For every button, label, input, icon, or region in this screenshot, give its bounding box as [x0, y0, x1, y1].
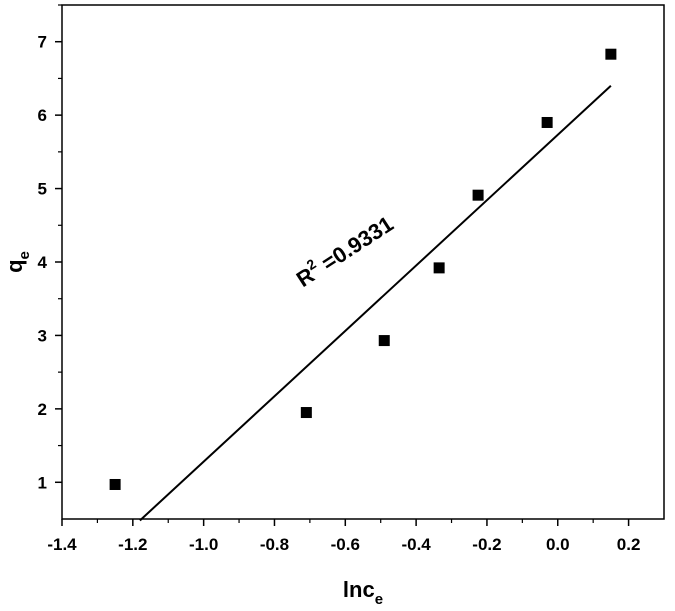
y-axis-title: qe: [2, 251, 33, 273]
x-axis-title: lnce: [343, 577, 383, 608]
y-tick-label: 2: [38, 400, 47, 419]
y-tick-label: 7: [38, 33, 47, 52]
y-tick-label: 1: [38, 473, 47, 492]
x-tick-label: -0.4: [401, 535, 431, 554]
x-tick-label: 0.2: [617, 535, 641, 554]
x-tick-label: -1.2: [118, 535, 147, 554]
data-point: [378, 335, 390, 347]
r-squared-value: =0.9331: [312, 211, 398, 279]
x-tick-label: -0.8: [260, 535, 289, 554]
data-point: [605, 48, 617, 60]
data-point: [109, 478, 121, 490]
y-tick-label: 6: [38, 106, 47, 125]
x-axis-title-main: lnc: [343, 577, 375, 602]
y-tick-label: 5: [38, 180, 47, 199]
x-tick-label: -1.0: [189, 535, 218, 554]
y-axis-title-sub: e: [16, 251, 33, 259]
data-point: [300, 407, 312, 419]
x-tick-label: -0.2: [472, 535, 501, 554]
data-point: [472, 189, 484, 201]
x-tick-label: 0.0: [546, 535, 570, 554]
y-tick-label: 4: [38, 253, 48, 272]
r-squared-annotation: R2 =0.9331: [290, 209, 397, 292]
data-point: [541, 116, 553, 128]
x-axis-title-sub: e: [375, 591, 383, 608]
y-axis-ticks: 1 2 3 4 5 6 7: [38, 4, 62, 492]
y-tick-label: 3: [38, 326, 47, 345]
x-tick-label: -1.4: [47, 535, 77, 554]
data-point: [433, 262, 445, 274]
fit-line-group: [139, 85, 612, 522]
x-axis-ticks: -1.4 -1.2 -1.0 -0.8 -0.6 -0.4 -0.2 0.0 0.2: [47, 519, 640, 554]
fit-line: [139, 85, 612, 522]
x-tick-label: -0.6: [331, 535, 360, 554]
y-axis-title-main: q: [2, 259, 27, 272]
data-points: [109, 48, 617, 490]
plot-frame: [61, 4, 665, 520]
